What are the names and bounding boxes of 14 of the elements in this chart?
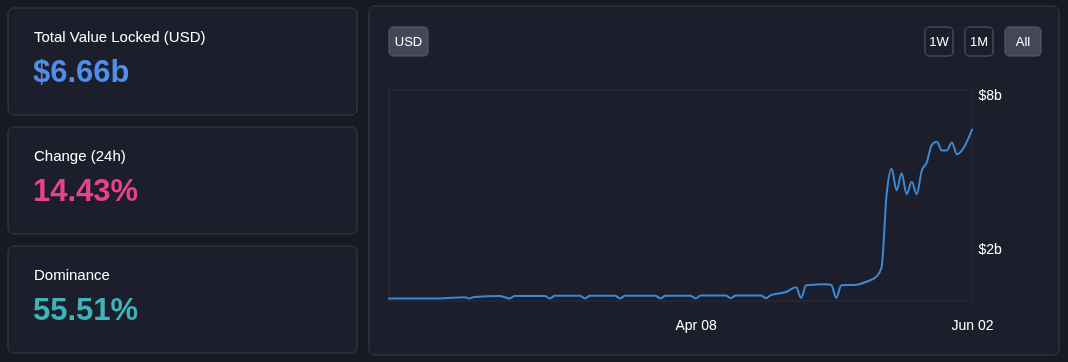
y-tick-label: $8b: [978, 86, 1003, 103]
text: 1M: [969, 34, 989, 49]
text: Change (24h): [34, 147, 126, 164]
text: 14.43%: [33, 173, 139, 208]
text: $6.66b: [33, 54, 130, 89]
x-tick-label: Jun 02: [951, 316, 994, 333]
text: 1W: [929, 34, 950, 49]
text: Dominance: [34, 266, 110, 283]
x-tick-label: Apr 08: [675, 316, 717, 333]
text: 55.51%: [33, 292, 139, 327]
text: USD: [394, 34, 423, 49]
text: Total Value Locked (USD): [34, 28, 206, 45]
y-tick-label: $2b: [978, 241, 1003, 258]
text: All: [1015, 34, 1031, 49]
